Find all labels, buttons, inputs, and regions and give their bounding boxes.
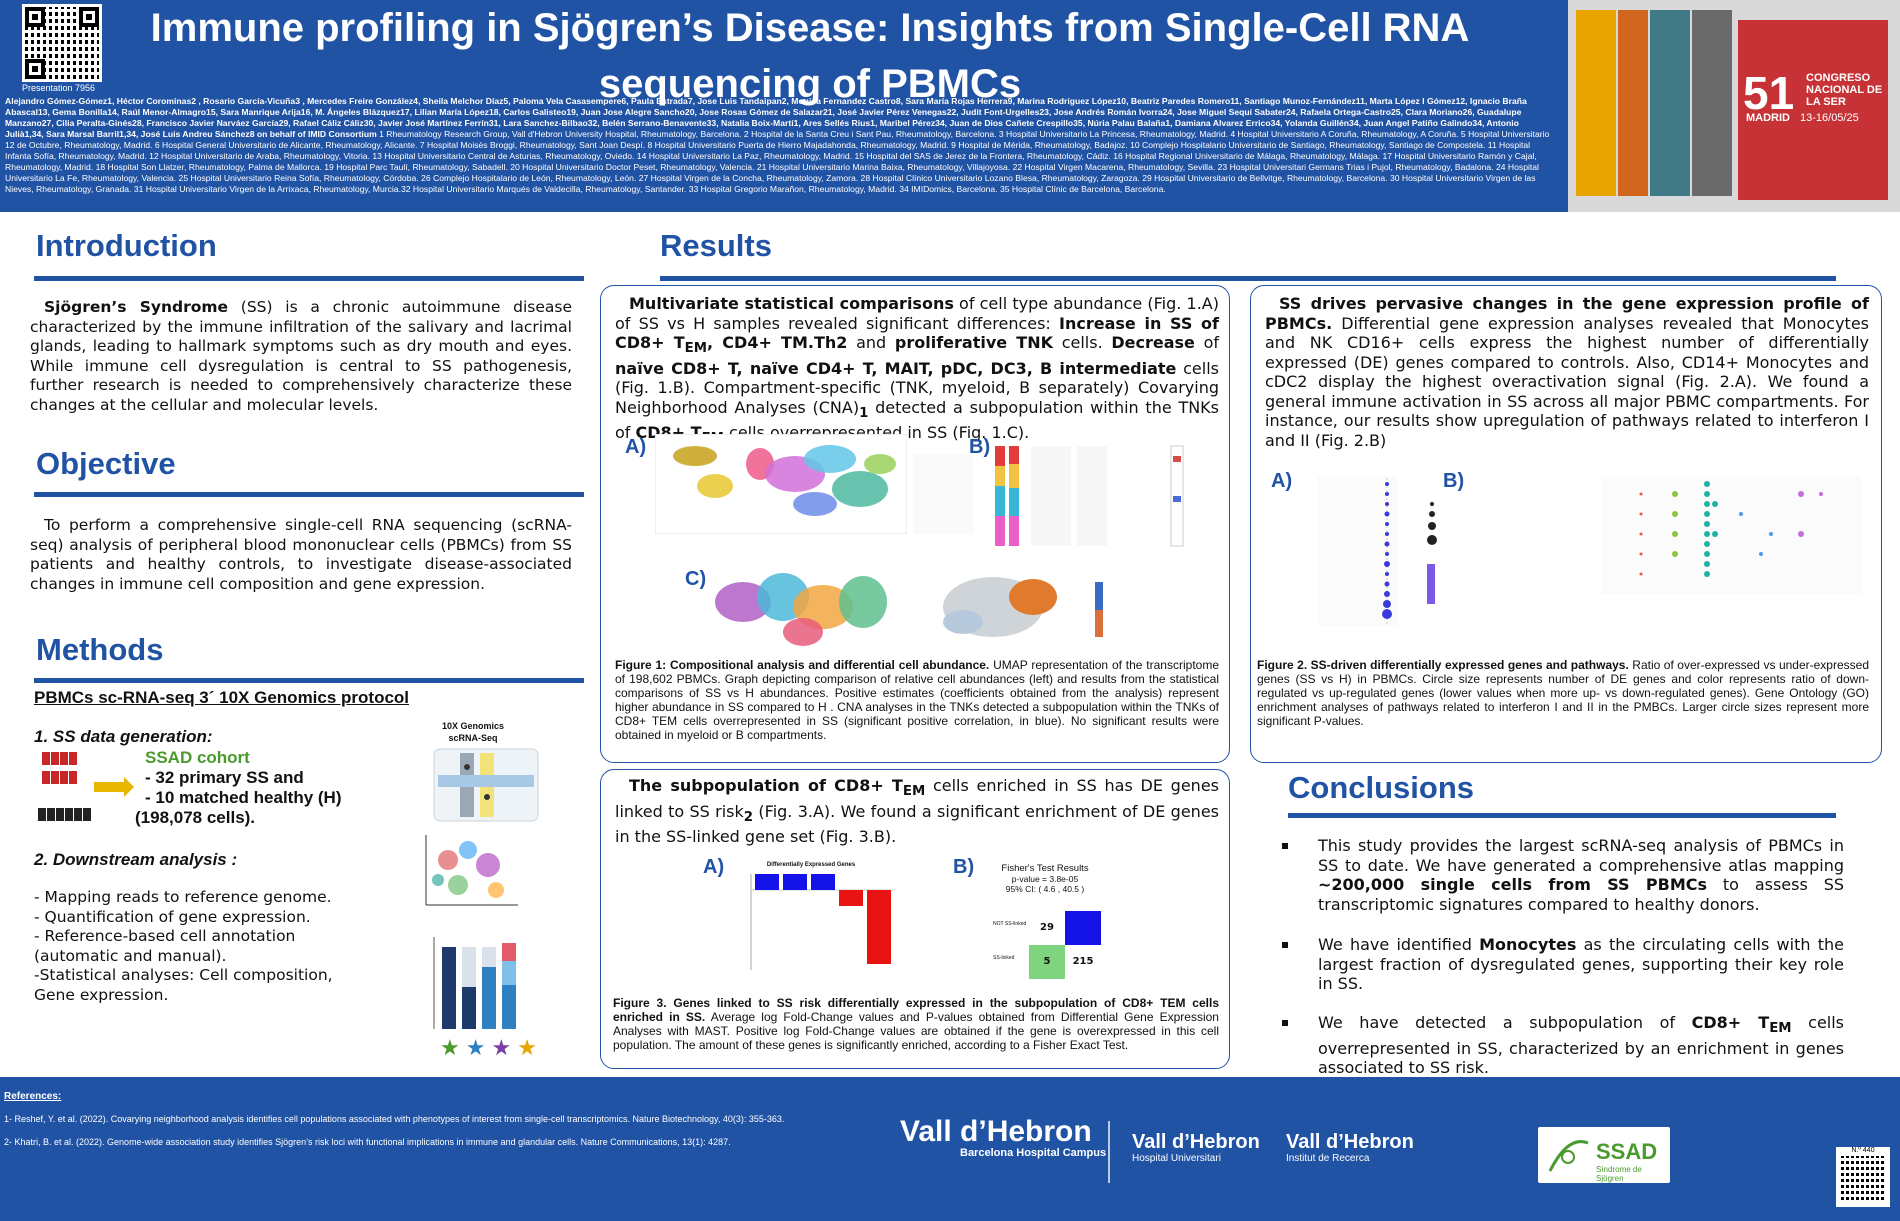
bullet bbox=[1282, 1020, 1288, 1026]
abundance-comparison-plot bbox=[913, 445, 1184, 547]
methods-title: Methods bbox=[36, 632, 164, 667]
figure3-summary: The subpopulation of CD8+ TEM cells enri… bbox=[615, 776, 1220, 847]
section-divider bbox=[34, 276, 584, 281]
section-divider bbox=[34, 678, 584, 683]
conclusions-title: Conclusions bbox=[1288, 770, 1475, 805]
poster-title: Immune profiling in Sjögren’s Disease: I… bbox=[150, 6, 1470, 106]
results-title: Results bbox=[660, 228, 772, 263]
ssad-logo: SSAD Síndrome de Sjögren bbox=[1538, 1127, 1670, 1183]
figure2-summary: SS drives pervasive changes in the gene … bbox=[1265, 294, 1869, 450]
figure2-box: SS drives pervasive changes in the gene … bbox=[1250, 285, 1882, 763]
chromium-chip-diagram bbox=[433, 748, 539, 822]
umap-thumbnail bbox=[425, 835, 518, 906]
cell-type-icons: ★★★★ bbox=[440, 1036, 543, 1061]
figure1-summary: Multivariate statistical comparisons of … bbox=[615, 294, 1220, 447]
contingency-table: NOT SS-linked SS-linked 29 5 215 bbox=[993, 911, 1111, 981]
panel-label: A) bbox=[703, 856, 725, 878]
ss-patients-icon bbox=[42, 750, 78, 788]
healthy-donors-icon bbox=[38, 806, 92, 825]
step1-heading: 1. SS data generation: bbox=[34, 727, 213, 746]
figure1-box: Multivariate statistical comparisons of … bbox=[600, 285, 1230, 763]
section-divider bbox=[660, 276, 1836, 281]
vall-hebron-campus-logo: Vall d’Hebron Barcelona Hospital Campus bbox=[900, 1115, 1107, 1160]
conclusion-item: This study provides the largest scRNA-se… bbox=[1318, 836, 1845, 914]
poster-footer: References: 1- Reshef, Y. et al. (2022).… bbox=[0, 1077, 1900, 1221]
analysis-steps: - Mapping reads to reference genome. - Q… bbox=[34, 888, 333, 1004]
bullet bbox=[1282, 843, 1288, 849]
figure3-caption: Figure 3. Genes linked to SS risk differ… bbox=[613, 996, 1219, 1052]
objective-title: Objective bbox=[36, 446, 176, 481]
figure3-box: The subpopulation of CD8+ TEM cells enri… bbox=[600, 769, 1230, 1069]
reference-item: 1- Reshef, Y. et al. (2022). Covarying n… bbox=[4, 1114, 785, 1124]
deg-foldchange-barchart bbox=[750, 874, 895, 970]
references-title: References: bbox=[4, 1091, 62, 1102]
de-ratio-dotplot bbox=[1317, 476, 1437, 626]
introduction-text: Sjögren’s Syndrome (SS) is a chronic aut… bbox=[30, 298, 572, 414]
divider bbox=[1108, 1121, 1110, 1183]
tenx-label: 10X Genomics scRNA-Seq bbox=[441, 721, 505, 743]
panel-label: C) bbox=[685, 568, 707, 590]
protocol-heading: PBMCs sc-RNA-seq 3´ 10X Genomics protoco… bbox=[34, 688, 410, 707]
panel-label: B) bbox=[1443, 470, 1465, 492]
conclusion-item: We have identified Monocytes as the circ… bbox=[1318, 935, 1845, 993]
fisher-test-results: Fisher's Test Results p-value = 3.8e-05 … bbox=[1001, 863, 1089, 895]
author-list: Alejandro Gómez-Gómez1, Héctor Corominas… bbox=[5, 96, 1550, 194]
cna-umap-plots bbox=[715, 573, 1103, 646]
section-divider bbox=[34, 492, 584, 497]
panel-label: A) bbox=[625, 436, 647, 458]
step2-heading: 2. Downstream analysis : bbox=[34, 850, 238, 869]
vall-hebron-research-logo: Vall d’Hebron Institut de Recerca bbox=[1286, 1131, 1414, 1164]
vall-hebron-hospital-logo: Vall d’Hebron Hospital Universitari bbox=[1132, 1131, 1260, 1164]
go-enrichment-dotplot bbox=[1475, 476, 1861, 594]
panel-label: B) bbox=[953, 856, 975, 878]
arrow-icon bbox=[94, 777, 134, 797]
composition-barchart-thumbnail bbox=[433, 937, 516, 1029]
poster-qr-icon[interactable]: N.º 440 bbox=[1836, 1147, 1890, 1207]
qr-code-icon[interactable] bbox=[22, 4, 102, 82]
panel-label: B) bbox=[969, 436, 991, 458]
panel-label: A) bbox=[1271, 470, 1293, 492]
conclusion-item: We have detected a subpopulation of CD8+… bbox=[1318, 1013, 1845, 1078]
figure1-caption: Figure 1: Compositional analysis and dif… bbox=[615, 658, 1219, 742]
section-divider bbox=[1288, 813, 1836, 818]
presentation-number: Presentation 7956 bbox=[22, 83, 96, 93]
cohort-description: SSAD cohort - 32 primary SS and - 10 mat… bbox=[135, 748, 342, 827]
figure2-caption: Figure 2. SS-driven differentially expre… bbox=[1257, 658, 1869, 728]
deg-chart-title: Differentially Expressed Genes bbox=[766, 862, 856, 868]
poster-header: Presentation 7956 Immune profiling in Sj… bbox=[0, 0, 1900, 212]
bullet bbox=[1282, 942, 1288, 948]
reference-item: 2- Khatri, B. et al. (2022). Genome-wide… bbox=[4, 1137, 731, 1147]
introduction-title: Introduction bbox=[36, 228, 217, 263]
congress-logo: 51 CONGRESO NACIONAL DE LA SER MADRID 13… bbox=[1568, 0, 1900, 212]
umap-plot bbox=[655, 434, 907, 534]
objective-text: To perform a comprehensive single-cell R… bbox=[30, 516, 572, 593]
